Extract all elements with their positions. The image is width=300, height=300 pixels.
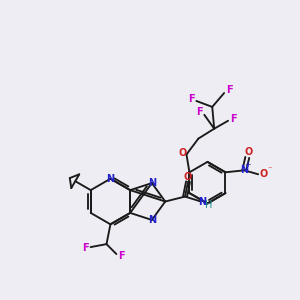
Text: N: N: [148, 178, 156, 188]
Text: F: F: [82, 243, 89, 253]
Text: N: N: [148, 215, 156, 225]
Text: N: N: [240, 165, 248, 175]
Text: H: H: [205, 200, 212, 211]
Text: O: O: [184, 172, 192, 182]
Text: N: N: [198, 196, 206, 206]
Text: O: O: [259, 169, 267, 179]
Text: ⁻: ⁻: [268, 165, 272, 174]
Text: O: O: [244, 148, 252, 158]
Text: F: F: [188, 94, 195, 104]
Text: F: F: [226, 85, 232, 95]
Text: +: +: [244, 160, 250, 169]
Text: O: O: [178, 148, 187, 158]
Text: F: F: [196, 107, 203, 117]
Text: F: F: [118, 251, 125, 261]
Text: N: N: [106, 174, 115, 184]
Text: F: F: [230, 114, 236, 124]
